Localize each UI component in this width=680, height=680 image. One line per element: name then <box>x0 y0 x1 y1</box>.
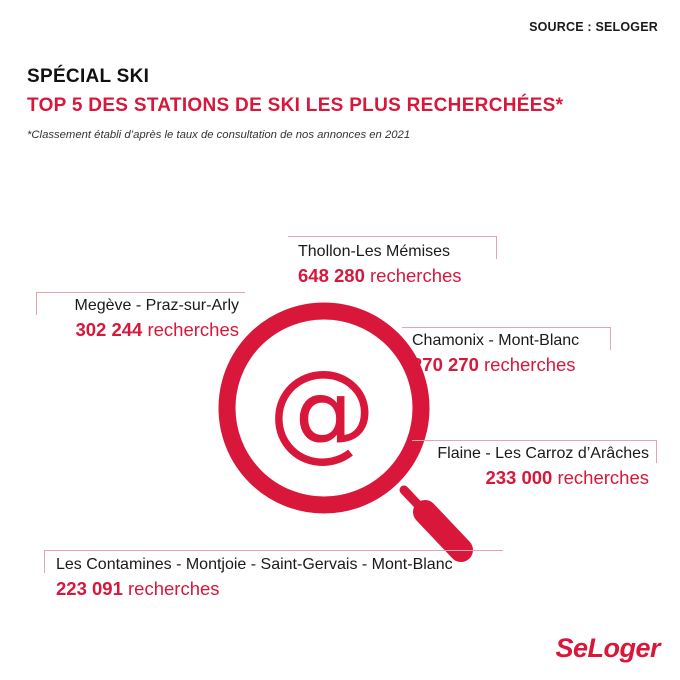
bracket-decoration <box>412 440 657 463</box>
footnote: *Classement établi d’après le taux de co… <box>27 129 411 141</box>
station-callout-megeve: Megève - Praz-sur-Arly 302 244 recherche… <box>75 295 239 343</box>
count-unit: recherches <box>370 265 462 286</box>
bracket-decoration <box>36 292 245 315</box>
station-name: Les Contamines - Montjoie - Saint-Gervai… <box>56 556 453 573</box>
station-name: Thollon-Les Mémises <box>298 243 451 260</box>
station-count: 223 091 recherches <box>56 576 453 602</box>
station-name: Flaine - Les Carroz d’Arâches <box>437 445 649 462</box>
count-unit: recherches <box>128 578 220 599</box>
count-value: 648 280 <box>298 265 365 286</box>
count-unit: recherches <box>557 467 649 488</box>
count-unit: recherches <box>147 319 239 340</box>
station-callout-flaine: Flaine - Les Carroz d’Arâches 233 000 re… <box>437 443 649 491</box>
seloger-logo: SeLoger <box>555 633 660 663</box>
station-count: 233 000 recherches <box>437 465 649 491</box>
station-count: 648 280 recherches <box>298 263 462 289</box>
station-callout-chamonix: Chamonix - Mont-Blanc 270 270 recherches <box>412 330 579 378</box>
station-count: 270 270 recherches <box>412 352 579 378</box>
source-label: SOURCE : SELOGER <box>529 20 658 34</box>
station-name: Megève - Praz-sur-Arly <box>74 297 239 314</box>
station-count: 302 244 recherches <box>75 317 239 343</box>
count-value: 302 244 <box>75 319 143 340</box>
count-unit: recherches <box>484 354 576 375</box>
count-value: 223 091 <box>56 578 123 599</box>
bracket-decoration <box>44 550 503 573</box>
page-subtitle: TOP 5 DES STATIONS DE SKI LES PLUS RECHE… <box>27 95 564 116</box>
station-name: Chamonix - Mont-Blanc <box>412 332 580 349</box>
station-callout-thollon: Thollon-Les Mémises 648 280 recherches <box>298 241 462 289</box>
bracket-decoration <box>402 327 611 350</box>
at-symbol: @ <box>268 348 376 473</box>
count-value: 233 000 <box>485 467 553 488</box>
station-callout-contamines: Les Contamines - Montjoie - Saint-Gervai… <box>56 554 453 602</box>
bracket-decoration <box>288 236 497 259</box>
page-title: SPÉCIAL SKI <box>27 66 150 87</box>
count-value: 270 270 <box>412 354 479 375</box>
